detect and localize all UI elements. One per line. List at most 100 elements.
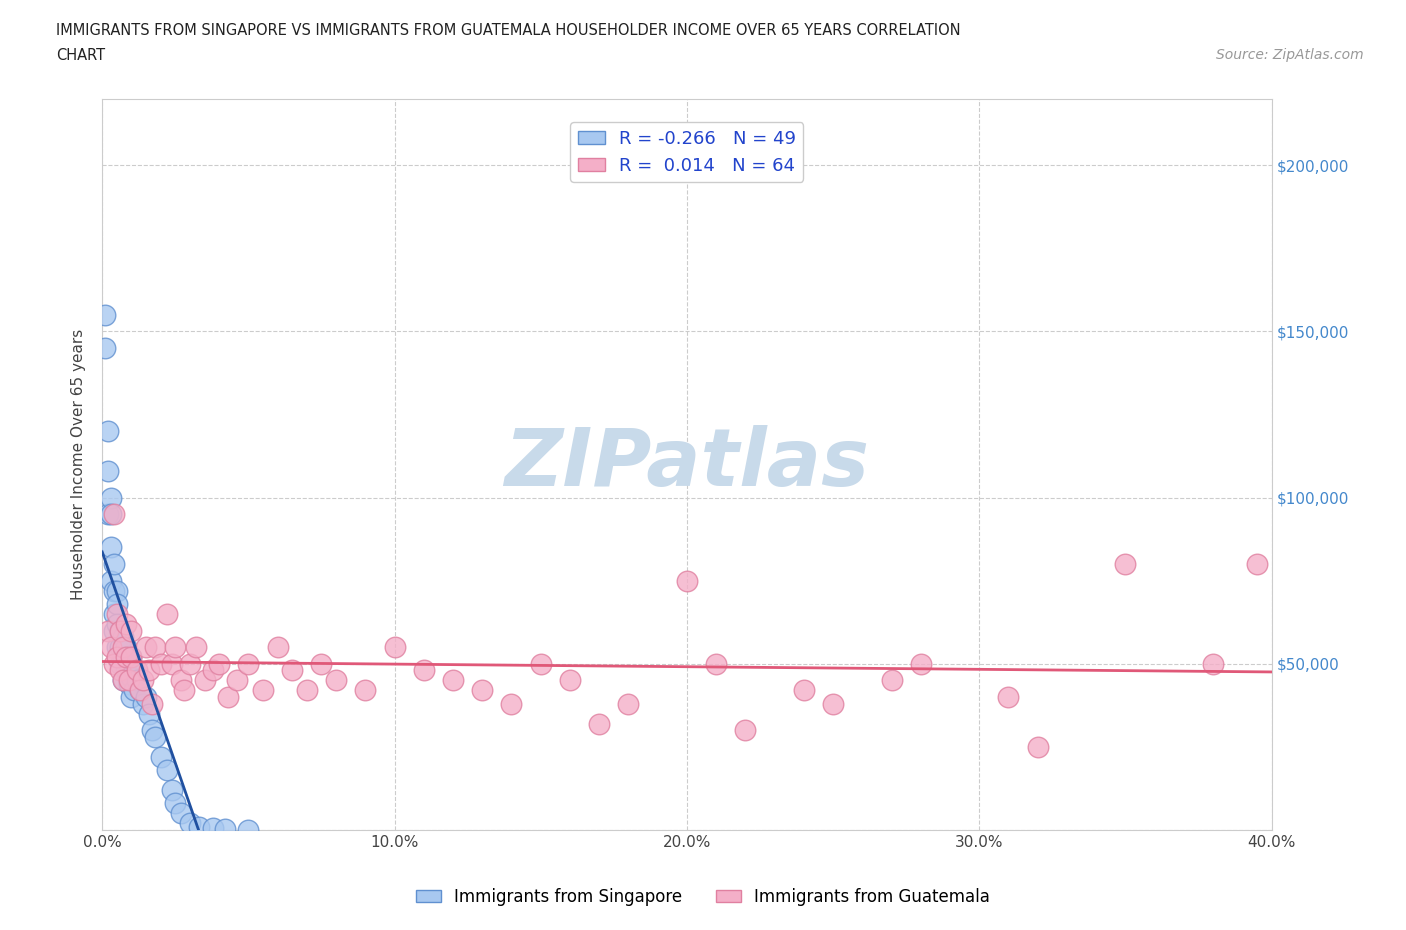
Point (676, 573, 699, 588)
Point (588, 716, 610, 731)
Point (120, 623, 142, 638)
Point (384, 640, 406, 655)
Point (441, 673, 464, 688)
Point (471, 683, 494, 698)
Point (412, 663, 434, 678)
Y-axis label: Householder Income Over 65 years: Householder Income Over 65 years (72, 328, 86, 600)
Point (617, 697, 640, 711)
Point (120, 690, 142, 705)
Point (135, 640, 157, 655)
Point (1246, 557, 1268, 572)
Point (105, 596, 128, 611)
Point (97, 424, 120, 439)
Point (1114, 557, 1136, 572)
Point (114, 640, 136, 655)
Point (103, 657, 125, 671)
Point (704, 657, 727, 671)
Point (238, 822, 260, 837)
Point (225, 673, 247, 688)
Point (179, 816, 201, 830)
Point (100, 507, 122, 522)
Point (105, 640, 128, 655)
Point (94, 307, 117, 322)
Point (108, 663, 131, 678)
Legend: R = -0.266   N = 49, R =  0.014   N = 64: R = -0.266 N = 49, R = 0.014 N = 64 (571, 123, 803, 182)
Point (295, 683, 318, 698)
Point (734, 723, 756, 737)
Text: CHART: CHART (56, 48, 105, 63)
Point (149, 657, 172, 671)
Point (132, 673, 155, 688)
Point (793, 683, 815, 698)
Point (100, 490, 122, 505)
Point (141, 697, 163, 711)
Point (558, 673, 581, 688)
Point (103, 623, 125, 638)
Point (111, 630, 134, 644)
Point (120, 670, 142, 684)
Point (187, 819, 209, 834)
Point (100, 640, 122, 655)
Text: IMMIGRANTS FROM SINGAPORE VS IMMIGRANTS FROM GUATEMALA HOUSEHOLDER INCOME OVER 6: IMMIGRANTS FROM SINGAPORE VS IMMIGRANTS … (56, 23, 960, 38)
Point (184, 640, 207, 655)
Point (1026, 739, 1049, 754)
Point (179, 657, 201, 671)
Point (103, 557, 125, 572)
Point (97, 623, 120, 638)
Point (252, 683, 274, 698)
Point (120, 650, 142, 665)
Point (162, 657, 184, 671)
Point (111, 673, 134, 688)
Point (170, 673, 193, 688)
Point (127, 673, 149, 688)
Point (165, 796, 187, 811)
Point (111, 640, 134, 655)
Point (141, 723, 163, 737)
Point (214, 822, 236, 837)
Point (217, 690, 239, 705)
Point (266, 640, 288, 655)
Point (108, 623, 131, 638)
Point (1202, 657, 1225, 671)
Point (97, 507, 120, 522)
Text: Source: ZipAtlas.com: Source: ZipAtlas.com (1216, 48, 1364, 62)
Point (103, 606, 125, 621)
Point (111, 673, 134, 688)
Point (910, 657, 932, 671)
Point (129, 683, 152, 698)
Point (100, 540, 122, 555)
Point (114, 617, 136, 631)
Point (103, 583, 125, 598)
Point (120, 650, 142, 665)
Point (117, 657, 139, 671)
Text: ZIPatlas: ZIPatlas (505, 425, 869, 503)
Point (108, 657, 131, 671)
Point (103, 507, 125, 522)
Point (325, 673, 347, 688)
Point (143, 640, 166, 655)
Point (170, 806, 193, 821)
Legend: Immigrants from Singapore, Immigrants from Guatemala: Immigrants from Singapore, Immigrants fr… (409, 881, 997, 912)
Point (117, 676, 139, 691)
Point (208, 657, 231, 671)
Point (193, 673, 215, 688)
Point (155, 763, 177, 777)
Point (162, 783, 184, 798)
Point (138, 663, 160, 678)
Point (530, 657, 553, 671)
Point (138, 706, 160, 721)
Point (281, 663, 304, 678)
Point (105, 650, 128, 665)
Point (105, 606, 128, 621)
Point (202, 821, 225, 836)
Point (155, 606, 177, 621)
Point (880, 673, 903, 688)
Point (94, 340, 117, 355)
Point (108, 640, 131, 655)
Point (238, 657, 260, 671)
Point (117, 673, 139, 688)
Point (124, 683, 146, 698)
Point (111, 650, 134, 665)
Point (823, 697, 845, 711)
Point (105, 617, 128, 631)
